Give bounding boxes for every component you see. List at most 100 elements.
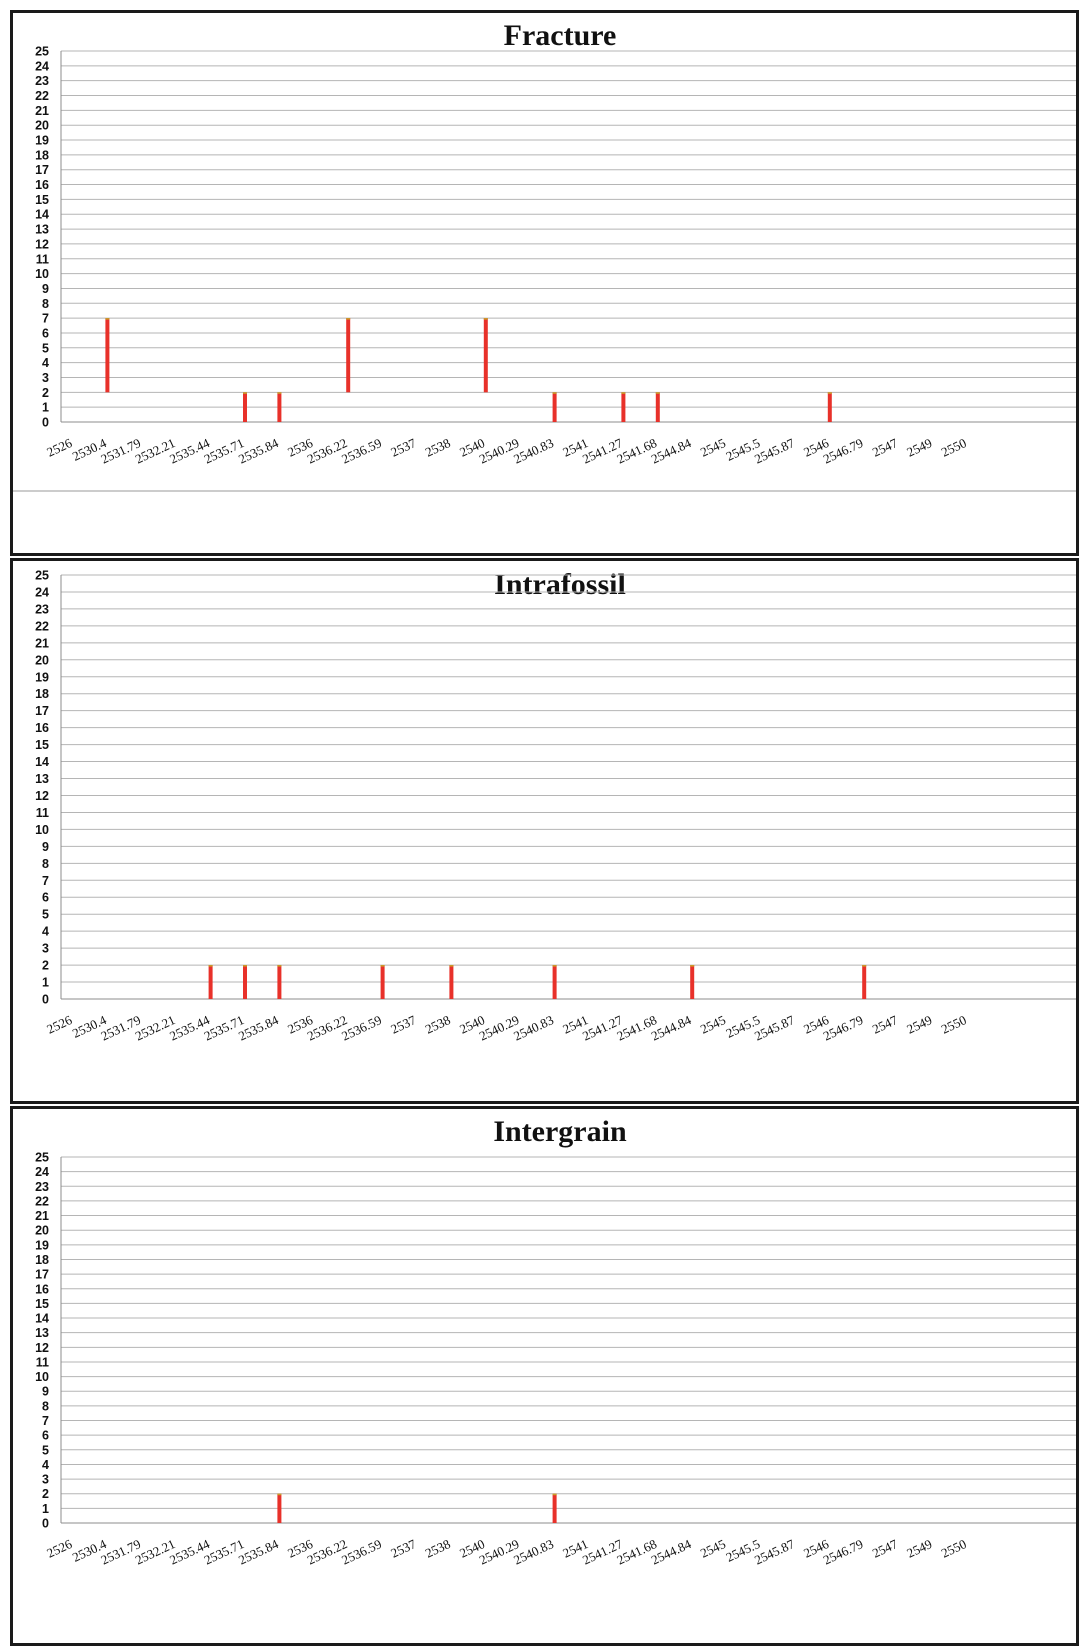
x-tick-label: 2536.59 <box>339 435 384 466</box>
x-tick-label: 2545.87 <box>752 435 797 467</box>
y-tick-label: 16 <box>35 1282 49 1296</box>
y-tick-label: 12 <box>35 1341 49 1355</box>
range-bar-cap <box>105 318 110 320</box>
range-bar <box>208 965 213 999</box>
range-bar <box>621 392 626 422</box>
y-tick-label: 3 <box>42 371 49 385</box>
range-bar-cap <box>243 965 247 967</box>
y-tick-label: 20 <box>35 1224 49 1238</box>
x-tick-label: 2540.83 <box>511 435 556 466</box>
range-bar-cap <box>655 392 660 394</box>
range-bar-cap <box>827 392 832 394</box>
y-tick-label: 10 <box>35 823 49 837</box>
range-bar <box>243 392 247 422</box>
range-bar-cap <box>552 392 557 394</box>
range-bar <box>552 1493 557 1523</box>
y-tick-label: 15 <box>35 193 49 207</box>
y-tick-label: 12 <box>35 789 49 803</box>
y-tick-label: 22 <box>35 619 49 633</box>
chart-title: Intergrain <box>493 1115 627 1148</box>
y-tick-label: 13 <box>35 223 49 237</box>
x-tick-label: 2544.84 <box>649 1012 694 1044</box>
range-bar-cap <box>243 392 247 394</box>
y-tick-label: 8 <box>42 857 49 871</box>
y-tick-label: 11 <box>36 252 49 266</box>
y-tick-label: 2 <box>42 386 49 400</box>
range-bar-cap <box>277 392 282 394</box>
y-tick-label: 8 <box>42 1399 49 1413</box>
y-tick-label: 12 <box>35 237 49 251</box>
y-tick-label: 5 <box>42 1443 49 1457</box>
y-tick-label: 21 <box>35 636 49 650</box>
x-tick-label: 2549 <box>904 435 934 460</box>
x-tick-label: 2550 <box>939 435 969 460</box>
y-tick-label: 7 <box>42 1414 49 1428</box>
chart-title: Intrafossil <box>494 568 626 601</box>
range-bar <box>655 392 660 422</box>
x-tick-label: 2537 <box>388 1536 418 1561</box>
range-bar <box>277 392 282 422</box>
y-tick-label: 4 <box>42 356 49 370</box>
range-bar <box>690 965 695 999</box>
x-tick-label: 2545 <box>698 1536 728 1561</box>
range-bar-cap <box>449 965 454 967</box>
range-bar <box>827 392 832 422</box>
y-tick-label: 13 <box>35 1326 49 1340</box>
y-tick-label: 1 <box>42 401 49 415</box>
y-tick-label: 18 <box>35 148 49 162</box>
x-tick-label: 2526 <box>44 435 74 460</box>
y-tick-label: 7 <box>42 312 49 326</box>
range-bar-cap <box>690 965 695 967</box>
x-tick-label: 2537 <box>388 1012 418 1037</box>
y-tick-label: 10 <box>35 267 49 281</box>
x-tick-label: 2546.79 <box>821 1012 866 1043</box>
intrafossil-chart-panel: Intrafossil 0 1 2 3 4 5 6 7 8 9 10 11 12 13 14 15 16 17 18… <box>10 558 1079 1104</box>
x-tick-label: 2536.59 <box>339 1012 384 1043</box>
y-tick-label: 6 <box>42 891 49 905</box>
y-tick-label: 10 <box>35 1370 49 1384</box>
y-tick-label: 5 <box>42 341 49 355</box>
x-tick-label: 2547 <box>870 1536 900 1561</box>
x-tick-label: 2526 <box>44 1536 74 1561</box>
x-tick-label: 2545.87 <box>752 1012 797 1044</box>
y-tick-label: 9 <box>42 840 49 854</box>
x-tick-label: 2526 <box>44 1012 74 1037</box>
y-tick-label: 19 <box>35 670 49 684</box>
range-bar <box>243 965 247 999</box>
y-tick-label: 17 <box>35 704 49 718</box>
y-tick-label: 18 <box>35 687 49 701</box>
y-tick-label: 13 <box>35 772 49 786</box>
y-tick-label: 2 <box>42 959 49 973</box>
range-bar-cap <box>862 965 867 967</box>
range-bar-cap <box>277 965 282 967</box>
range-bar <box>380 965 385 999</box>
x-tick-label: 2546.79 <box>821 1536 866 1567</box>
x-tick-label: 2545 <box>698 1012 728 1037</box>
x-tick-label: 2538 <box>423 1536 453 1561</box>
y-tick-label: 24 <box>35 59 49 73</box>
x-tick-label: 2536.59 <box>339 1536 384 1567</box>
y-tick-label: 2 <box>42 1487 49 1501</box>
y-tick-label: 7 <box>42 874 49 888</box>
x-tick-label: 2535.84 <box>236 1536 281 1568</box>
x-tick-label: 2547 <box>870 1012 900 1037</box>
range-bar <box>483 318 488 393</box>
x-tick-label: 2538 <box>423 1012 453 1037</box>
x-tick-label: 2540.83 <box>511 1536 556 1567</box>
y-tick-label: 11 <box>36 1355 49 1369</box>
y-tick-label: 20 <box>35 653 49 667</box>
y-tick-label: 24 <box>35 1165 49 1179</box>
y-tick-label: 16 <box>35 178 49 192</box>
x-tick-label: 2550 <box>939 1536 969 1561</box>
y-tick-label: 22 <box>35 1194 49 1208</box>
x-tick-label: 2546.79 <box>821 435 866 466</box>
x-tick-label: 2540.83 <box>511 1012 556 1043</box>
range-bar <box>105 318 110 393</box>
y-tick-label: 23 <box>35 602 49 616</box>
y-tick-label: 1 <box>42 976 49 990</box>
y-tick-label: 3 <box>42 942 49 956</box>
y-tick-label: 22 <box>35 89 49 103</box>
y-tick-label: 0 <box>42 993 49 1007</box>
range-bar <box>552 392 557 422</box>
x-tick-label: 2538 <box>423 435 453 460</box>
